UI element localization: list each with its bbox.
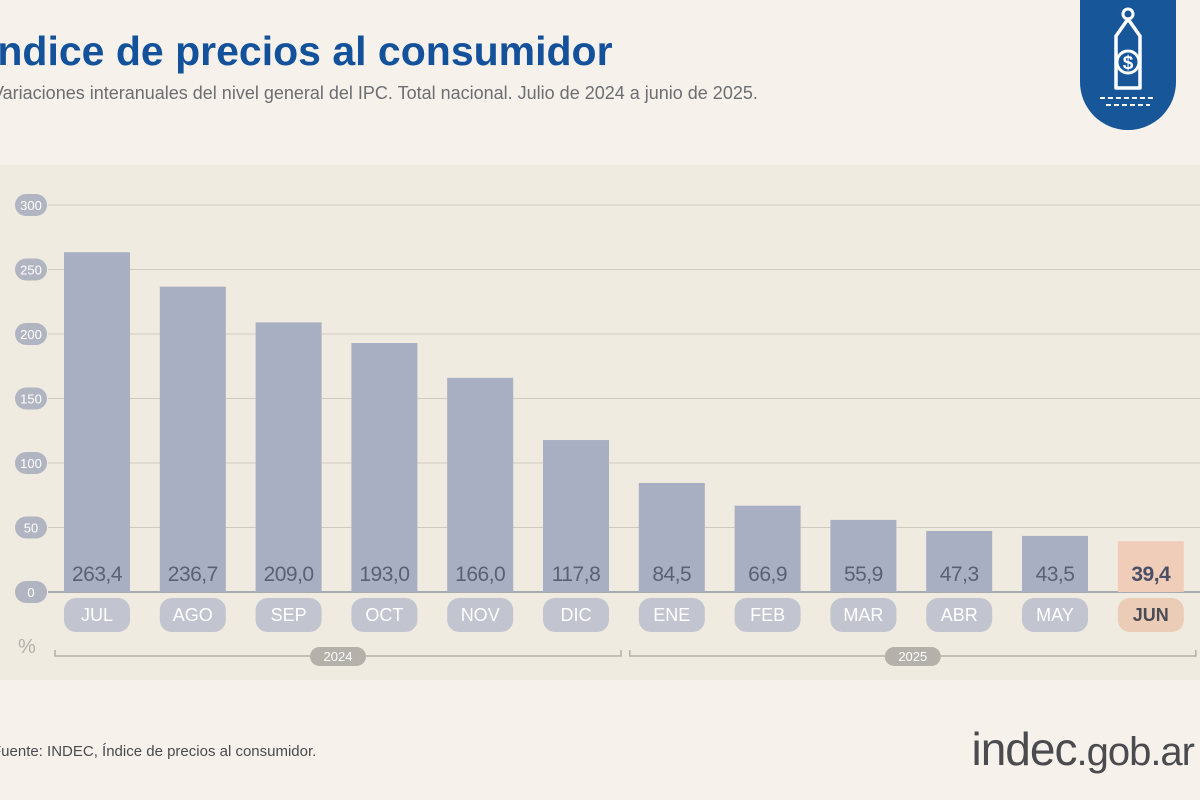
y-tick-badge <box>15 387 47 410</box>
data-label: 193,0 <box>359 563 409 586</box>
y-tick-label: 100 <box>20 456 42 471</box>
x-tick-label: FEB <box>750 605 785 625</box>
y-tick-badge <box>15 516 47 539</box>
brand-domain: .gob.ar <box>1076 730 1195 774</box>
x-tick-badge <box>543 598 609 632</box>
bar <box>447 377 514 592</box>
bar <box>638 482 705 592</box>
bar <box>1117 541 1184 592</box>
x-tick-label: JUN <box>1133 605 1169 625</box>
year-badge <box>310 647 366 666</box>
grid-lines <box>48 204 1200 593</box>
chart-panel: 0 50 100 150 200 250 300% 263,4 236,7 209,0 193,0… <box>0 165 1200 680</box>
bar <box>255 322 322 592</box>
x-tick-badge <box>638 598 705 632</box>
x-tick-label: JUL <box>81 605 113 625</box>
data-label: 263,4 <box>72 563 123 586</box>
x-tick-badge <box>255 598 322 632</box>
y-axis: 0 50 100 150 200 250 300% <box>15 194 47 658</box>
source-note: Fuente: INDEC, Índice de precios al cons… <box>0 743 317 760</box>
data-label: 55,9 <box>844 563 883 586</box>
x-axis: JUL AGO SEP OCT NOV DIC ENE FEB MAR ABR MAY JUN <box>64 598 1184 632</box>
x-tick-label: AGO <box>173 605 213 625</box>
y-tick-label: 150 <box>20 392 42 407</box>
year-label: 2024 <box>324 649 353 664</box>
bar <box>734 505 801 592</box>
chart-subtitle: Variaciones interanuales del nivel gener… <box>0 83 758 103</box>
data-label: 43,5 <box>1036 563 1075 586</box>
data-label: 236,7 <box>168 563 218 586</box>
x-tick-label: DIC <box>561 605 592 625</box>
x-tick-label: OCT <box>365 605 403 625</box>
y-tick-badge <box>15 581 47 603</box>
year-label: 2025 <box>898 649 927 664</box>
year-groups: 2024 2025 <box>54 647 1197 666</box>
brand-logo: indec.gob.ar <box>972 722 1195 776</box>
bar <box>1022 535 1088 592</box>
data-label: 166,0 <box>455 563 505 586</box>
y-tick-label: 200 <box>20 327 42 342</box>
svg-text:$: $ <box>1123 53 1134 74</box>
brand-name: indec <box>971 723 1078 775</box>
x-tick-badge <box>1117 598 1184 632</box>
y-tick-badge <box>15 258 47 281</box>
data-label: 39,4 <box>1131 563 1171 586</box>
bar <box>64 252 130 592</box>
y-tick-label: 250 <box>20 263 42 278</box>
x-tick-badge <box>351 598 418 632</box>
x-tick-badge <box>159 598 226 632</box>
x-tick-label: MAY <box>1036 605 1074 625</box>
bar <box>830 519 897 592</box>
bar <box>543 440 609 592</box>
y-tick-badge <box>15 194 47 216</box>
x-tick-label: NOV <box>461 605 500 625</box>
bar <box>159 286 226 592</box>
bar <box>351 343 418 592</box>
x-tick-badge <box>830 598 897 632</box>
y-tick-badge <box>15 323 47 345</box>
chart-title: Índice de precios al consumidor <box>0 28 613 74</box>
x-tick-label: ABR <box>941 605 978 625</box>
y-tick-badge <box>15 452 47 474</box>
x-tick-label: ENE <box>653 605 690 625</box>
data-label: 209,0 <box>264 563 314 586</box>
data-label: 84,5 <box>652 563 691 586</box>
x-tick-badge <box>64 598 130 632</box>
bars: 263,4 236,7 209,0 193,0 166,0 117,8 84,5 66,9 55… <box>64 252 1184 592</box>
y-tick-label: 300 <box>20 198 42 213</box>
data-label: 117,8 <box>552 563 601 586</box>
data-label: 66,9 <box>748 563 787 586</box>
logo-badge: $ <box>1080 0 1176 130</box>
price-tag-dollar-icon: $ <box>1100 7 1156 106</box>
bar-chart: 0 50 100 150 200 250 300% 263,4 236,7 209,0 193,0… <box>15 194 1200 666</box>
x-tick-badge <box>734 598 801 632</box>
x-tick-badge <box>1022 598 1088 632</box>
x-tick-label: MAR <box>843 605 883 625</box>
x-tick-badge <box>447 598 514 632</box>
y-axis-unit: % <box>18 636 36 658</box>
bar <box>926 530 993 592</box>
x-tick-label: SEP <box>271 605 307 625</box>
data-label: 47,3 <box>940 563 979 586</box>
year-badge <box>884 647 941 666</box>
y-tick-label: 50 <box>24 521 38 536</box>
x-tick-badge <box>926 598 993 632</box>
y-tick-label: 0 <box>27 585 34 600</box>
